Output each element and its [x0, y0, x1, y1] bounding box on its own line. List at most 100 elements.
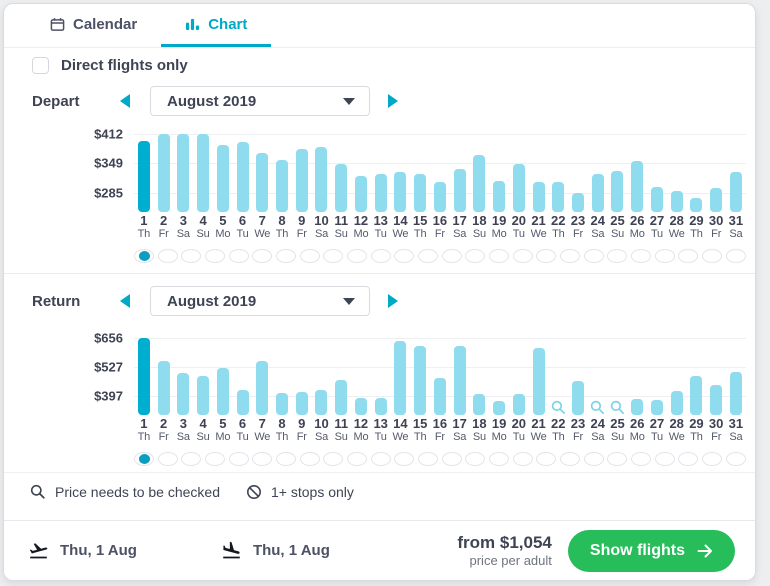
price-bar-day-27[interactable] [647, 338, 667, 415]
tab-calendar[interactable]: Calendar [26, 4, 161, 47]
price-bar-day-5[interactable] [213, 134, 233, 212]
pager-dot-21[interactable] [607, 249, 628, 263]
price-bar-day-15[interactable] [410, 134, 430, 212]
price-bar-day-20[interactable] [509, 134, 529, 212]
price-bar-day-14[interactable] [391, 134, 411, 212]
price-bar-day-31[interactable] [726, 338, 746, 415]
pager-dot-9[interactable] [323, 249, 344, 263]
footer-depart-date[interactable]: Thu, 1 Aug [28, 540, 137, 561]
price-bar-day-6[interactable] [233, 134, 253, 212]
direct-flights-checkbox[interactable] [32, 57, 49, 74]
price-bar-day-16[interactable] [430, 338, 450, 415]
price-bar-day-5[interactable] [213, 338, 233, 415]
price-bar-day-24[interactable] [588, 134, 608, 212]
tab-chart[interactable]: Chart [161, 4, 272, 47]
price-bar-day-18[interactable] [469, 134, 489, 212]
pager-dot-18[interactable] [536, 249, 557, 263]
price-bar-day-31[interactable] [726, 134, 746, 212]
price-bar-day-25[interactable] [608, 134, 628, 212]
price-bar-day-17[interactable] [450, 338, 470, 415]
pager-dot-7[interactable] [276, 452, 297, 466]
pager-dot-15[interactable] [465, 249, 486, 263]
price-bar-day-1[interactable] [134, 338, 154, 415]
pager-dot-4[interactable] [205, 452, 226, 466]
pager-dot-2[interactable] [157, 452, 178, 466]
pager-dot-13[interactable] [418, 249, 439, 263]
price-bar-day-25[interactable] [608, 338, 628, 415]
price-bar-day-23[interactable] [568, 338, 588, 415]
price-bar-day-13[interactable] [371, 338, 391, 415]
price-bar-day-2[interactable] [154, 338, 174, 415]
pager-dot-5[interactable] [228, 452, 249, 466]
price-bar-day-23[interactable] [568, 134, 588, 212]
pager-dot-2[interactable] [157, 249, 178, 263]
pager-dot-7[interactable] [276, 249, 297, 263]
price-bar-day-4[interactable] [193, 338, 213, 415]
price-bar-day-11[interactable] [331, 338, 351, 415]
price-bar-day-1[interactable] [134, 134, 154, 212]
price-bar-day-28[interactable] [667, 338, 687, 415]
pager-dot-14[interactable] [441, 452, 462, 466]
price-bar-day-21[interactable] [529, 134, 549, 212]
pager-dot-17[interactable] [512, 452, 533, 466]
pager-dot-14[interactable] [441, 249, 462, 263]
pager-dot-11[interactable] [370, 452, 391, 466]
pager-dot-15[interactable] [465, 452, 486, 466]
pager-dot-16[interactable] [489, 452, 510, 466]
pager-dot-25[interactable] [702, 452, 723, 466]
show-flights-button[interactable]: Show flights [567, 529, 735, 572]
price-bar-day-3[interactable] [173, 134, 193, 212]
pager-dot-5[interactable] [228, 249, 249, 263]
pager-dot-17[interactable] [512, 249, 533, 263]
pager-dot-25[interactable] [702, 249, 723, 263]
price-bar-day-6[interactable] [233, 338, 253, 415]
pager-dot-11[interactable] [370, 249, 391, 263]
price-bar-day-10[interactable] [312, 338, 332, 415]
return-next-month-arrow[interactable] [388, 294, 398, 308]
pager-dot-10[interactable] [347, 249, 368, 263]
price-bar-day-24[interactable] [588, 338, 608, 415]
price-bar-day-12[interactable] [351, 134, 371, 212]
price-bar-day-29[interactable] [687, 338, 707, 415]
pager-dot-26[interactable] [725, 452, 746, 466]
pager-dot-23[interactable] [654, 452, 675, 466]
price-bar-day-30[interactable] [706, 338, 726, 415]
price-bar-day-28[interactable] [667, 134, 687, 212]
price-bar-day-8[interactable] [272, 338, 292, 415]
price-bar-day-4[interactable] [193, 134, 213, 212]
price-bar-day-12[interactable] [351, 338, 371, 415]
pager-dot-12[interactable] [394, 452, 415, 466]
price-bar-day-30[interactable] [706, 134, 726, 212]
price-bar-day-8[interactable] [272, 134, 292, 212]
price-bar-day-14[interactable] [391, 338, 411, 415]
depart-month-select[interactable]: August 2019 [150, 86, 370, 116]
pager-dot-1[interactable] [134, 452, 154, 466]
price-bar-day-29[interactable] [687, 134, 707, 212]
price-bar-day-22[interactable] [548, 338, 568, 415]
pager-dot-6[interactable] [252, 452, 273, 466]
pager-dot-19[interactable] [560, 249, 581, 263]
pager-dot-1[interactable] [134, 249, 154, 263]
price-bar-day-15[interactable] [410, 338, 430, 415]
pager-dot-22[interactable] [631, 249, 652, 263]
pager-dot-21[interactable] [607, 452, 628, 466]
price-bar-day-2[interactable] [154, 134, 174, 212]
pager-dot-23[interactable] [654, 249, 675, 263]
pager-dot-22[interactable] [631, 452, 652, 466]
price-bar-day-3[interactable] [173, 338, 193, 415]
pager-dot-8[interactable] [299, 249, 320, 263]
price-bar-day-13[interactable] [371, 134, 391, 212]
pager-dot-16[interactable] [489, 249, 510, 263]
price-bar-day-11[interactable] [331, 134, 351, 212]
pager-dot-3[interactable] [181, 452, 202, 466]
pager-dot-4[interactable] [205, 249, 226, 263]
pager-dot-10[interactable] [347, 452, 368, 466]
pager-dot-6[interactable] [252, 249, 273, 263]
return-month-select[interactable]: August 2019 [150, 286, 370, 316]
depart-prev-month-arrow[interactable] [120, 94, 130, 108]
pager-dot-3[interactable] [181, 249, 202, 263]
pager-dot-26[interactable] [725, 249, 746, 263]
pager-dot-13[interactable] [418, 452, 439, 466]
price-bar-day-27[interactable] [647, 134, 667, 212]
price-bar-day-18[interactable] [469, 338, 489, 415]
